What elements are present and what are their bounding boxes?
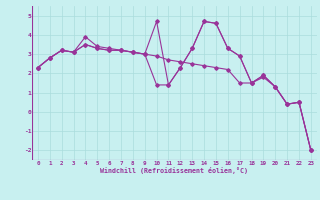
X-axis label: Windchill (Refroidissement éolien,°C): Windchill (Refroidissement éolien,°C) bbox=[100, 167, 248, 174]
